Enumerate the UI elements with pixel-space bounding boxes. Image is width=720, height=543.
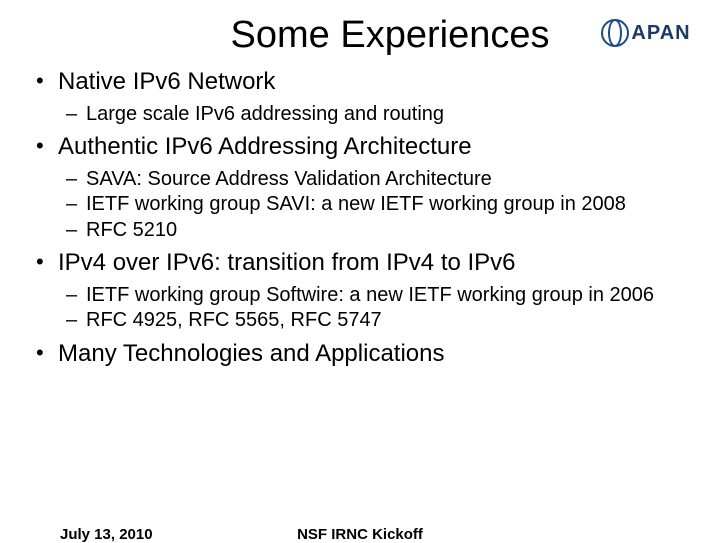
content-area: Native IPv6 Network Large scale IPv6 add… xyxy=(28,67,692,369)
sub-list-item: RFC 5210 xyxy=(58,218,692,242)
bullet-text: Native IPv6 Network xyxy=(58,68,275,95)
sub-list-item: IETF working group Softwire: a new IETF … xyxy=(58,283,692,307)
list-item: Native IPv6 Network Large scale IPv6 add… xyxy=(32,67,692,126)
bullet-text: Authentic IPv6 Addressing Architecture xyxy=(58,133,472,160)
sub-list: SAVA: Source Address Validation Architec… xyxy=(58,167,692,242)
bullet-text: Many Technologies and Applications xyxy=(58,340,444,367)
sub-list: Large scale IPv6 addressing and routing xyxy=(58,102,692,126)
sub-list-item: IETF working group SAVI: a new IETF work… xyxy=(58,192,692,216)
slide: Some Experiences APAN Native IPv6 Networ… xyxy=(0,0,720,540)
sub-list-item: RFC 4925, RFC 5565, RFC 5747 xyxy=(58,308,692,332)
logo-text: APAN xyxy=(631,22,690,45)
globe-icon xyxy=(601,19,629,47)
list-item: Many Technologies and Applications xyxy=(32,339,692,370)
apan-logo: APAN xyxy=(594,16,698,50)
header-row: Some Experiences APAN xyxy=(28,14,692,57)
sub-list-item: Large scale IPv6 addressing and routing xyxy=(58,102,692,126)
bullet-text: IPv4 over IPv6: transition from IPv4 to … xyxy=(58,249,516,276)
sub-list: IETF working group Softwire: a new IETF … xyxy=(58,283,692,333)
list-item: Authentic IPv6 Addressing Architecture S… xyxy=(32,132,692,242)
bullet-list: Native IPv6 Network Large scale IPv6 add… xyxy=(32,67,692,369)
footer-date: July 13, 2010 xyxy=(60,526,153,543)
footer-event: NSF IRNC Kickoff xyxy=(297,526,423,543)
list-item: IPv4 over IPv6: transition from IPv4 to … xyxy=(32,248,692,333)
sub-list-item: SAVA: Source Address Validation Architec… xyxy=(58,167,692,191)
